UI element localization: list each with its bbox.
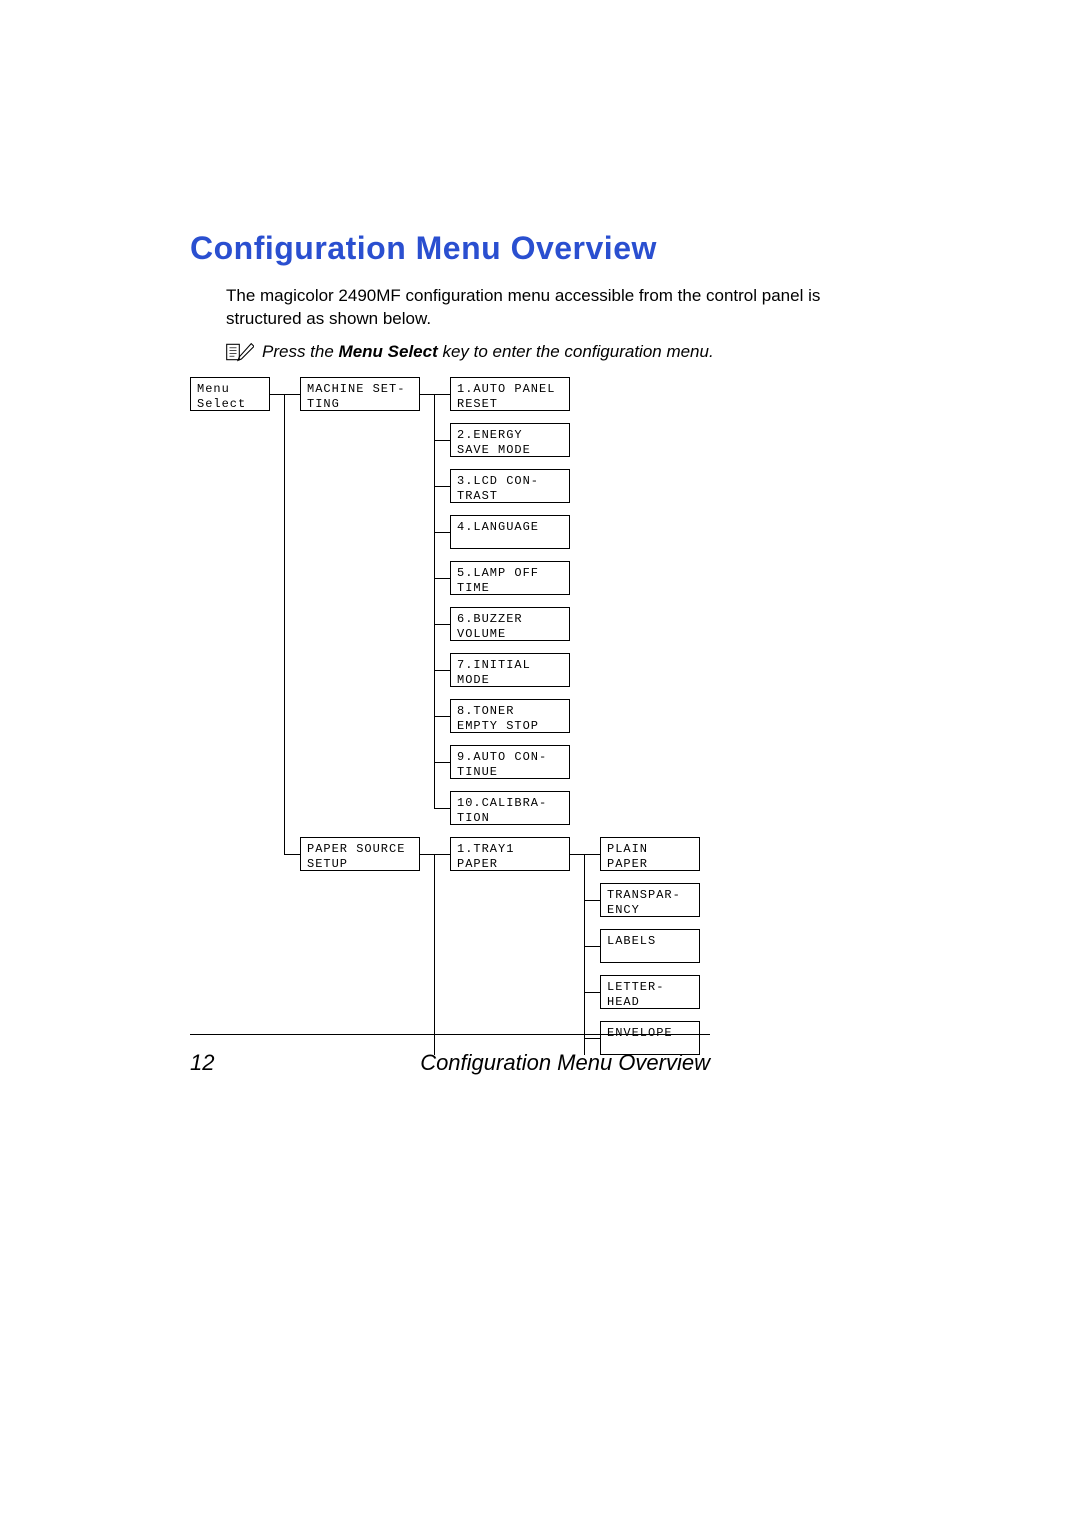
connector	[584, 946, 600, 947]
connector	[584, 992, 600, 993]
connector	[434, 854, 450, 855]
tree-node: 6.BUZZER VOLUME	[450, 607, 570, 641]
connector	[270, 394, 284, 395]
connector	[284, 394, 300, 395]
footer-rule	[190, 1034, 710, 1035]
tree-node: 4.LANGUAGE	[450, 515, 570, 549]
connector	[434, 486, 450, 487]
tree-node: LABELS	[600, 929, 700, 963]
hint-row: Press the Menu Select key to enter the c…	[226, 341, 900, 363]
connector	[434, 762, 450, 763]
connector	[434, 440, 450, 441]
tree-node: LETTER- HEAD	[600, 975, 700, 1009]
tree-node-root: Menu Select	[190, 377, 270, 411]
tree-node: 2.ENERGY SAVE MODE	[450, 423, 570, 457]
tree-node: 7.INITIAL MODE	[450, 653, 570, 687]
tree-node-paper-source: PAPER SOURCE SETUP	[300, 837, 420, 871]
tree-node-machine-setting: MACHINE SET- TING	[300, 377, 420, 411]
connector	[420, 854, 434, 855]
page-title: Configuration Menu Overview	[190, 230, 900, 267]
connector	[434, 670, 450, 671]
tree-node-tray1: 1.TRAY1 PAPER	[450, 837, 570, 871]
connector	[434, 854, 435, 1055]
connector	[434, 394, 435, 808]
page-footer: 12 Configuration Menu Overview	[190, 1050, 710, 1076]
connector	[420, 394, 434, 395]
connector	[434, 578, 450, 579]
page-number: 12	[190, 1050, 214, 1076]
connector	[584, 900, 600, 901]
tree-node: 3.LCD CON- TRAST	[450, 469, 570, 503]
note-pencil-icon	[226, 341, 254, 363]
connector	[434, 716, 450, 717]
tree-node: 9.AUTO CON- TINUE	[450, 745, 570, 779]
tree-node: 1.AUTO PANEL RESET	[450, 377, 570, 411]
connector	[584, 1038, 600, 1039]
connector	[434, 808, 450, 809]
menu-tree: Menu Select MACHINE SET- TING 1.AUTO PAN…	[190, 377, 900, 1077]
tree-node: 8.TONER EMPTY STOP	[450, 699, 570, 733]
hint-bold: Menu Select	[339, 342, 438, 361]
connector	[434, 532, 450, 533]
tree-node: 10.CALIBRA- TION	[450, 791, 570, 825]
connector	[284, 394, 285, 854]
hint-prefix: Press the	[262, 342, 339, 361]
connector	[584, 854, 600, 855]
tree-node: 5.LAMP OFF TIME	[450, 561, 570, 595]
manual-page: Configuration Menu Overview The magicolo…	[0, 0, 1080, 1528]
connector	[284, 854, 300, 855]
intro-paragraph: The magicolor 2490MF configuration menu …	[226, 285, 900, 331]
connector	[584, 854, 585, 1055]
footer-label: Configuration Menu Overview	[420, 1050, 710, 1076]
connector	[434, 624, 450, 625]
hint-suffix: key to enter the configuration menu.	[438, 342, 714, 361]
hint-text: Press the Menu Select key to enter the c…	[262, 342, 714, 362]
tree-node: TRANSPAR- ENCY	[600, 883, 700, 917]
tree-node: PLAIN PAPER	[600, 837, 700, 871]
connector	[434, 394, 450, 395]
connector	[570, 854, 584, 855]
